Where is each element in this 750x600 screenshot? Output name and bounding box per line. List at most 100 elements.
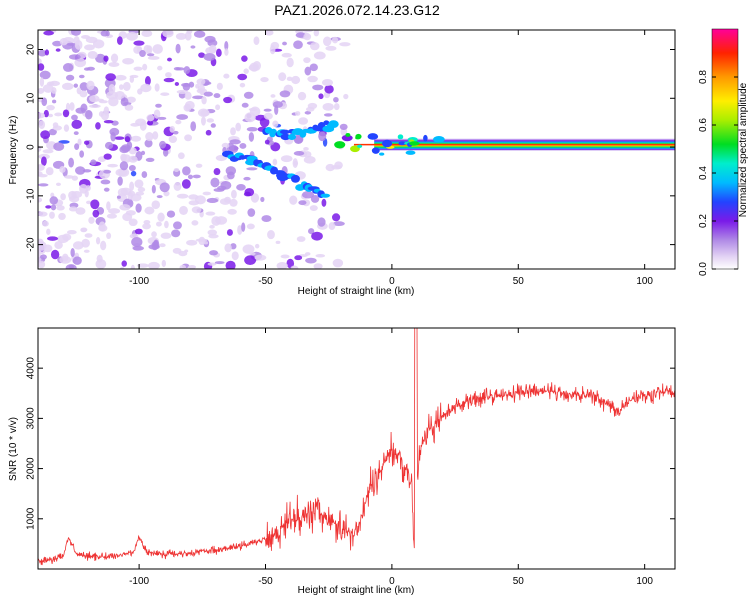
heat-blob	[208, 44, 217, 54]
heat-blob	[90, 199, 100, 210]
heat-blob	[203, 91, 213, 97]
heat-blob	[205, 211, 216, 216]
heat-blob	[39, 70, 51, 80]
heat-blob	[46, 104, 55, 111]
heat-blob	[126, 31, 138, 41]
heat-blob	[64, 175, 74, 179]
arc-blob	[291, 174, 300, 183]
heat-blob	[286, 76, 293, 82]
arc-blob	[323, 120, 330, 125]
arc-blob	[287, 133, 297, 141]
heat-blob	[100, 179, 111, 185]
spectrogram-x-axis-label: Height of straight line (km)	[298, 286, 415, 297]
heat-blob	[106, 213, 117, 219]
heat-blob	[241, 222, 246, 232]
heat-blob	[159, 182, 170, 193]
heat-blob	[267, 230, 275, 240]
spectrogram-x-ticks: -100 -50 0 50 100	[129, 30, 653, 287]
heat-blob	[166, 210, 176, 218]
heat-blob	[171, 229, 181, 238]
heat-blob	[210, 177, 220, 188]
heat-blob	[122, 57, 135, 65]
heat-blob	[147, 120, 154, 126]
heat-blob	[295, 32, 306, 38]
heat-blob	[237, 73, 248, 81]
heat-blob	[72, 241, 84, 250]
heat-blob	[200, 109, 210, 117]
heat-blob	[129, 75, 135, 83]
heat-blob	[86, 200, 92, 205]
spectrogram-xtick-label: 0	[389, 276, 395, 287]
heat-blob	[76, 87, 82, 95]
heat-blob	[305, 106, 315, 112]
heat-blob	[38, 49, 47, 57]
heat-blob	[282, 41, 287, 46]
heat-blob	[310, 194, 320, 203]
heat-blob	[309, 205, 318, 212]
heat-blob	[78, 74, 85, 79]
colorbar-tick-label: 0.6	[698, 118, 709, 132]
heat-blob	[173, 167, 180, 173]
heat-blob	[159, 140, 167, 149]
heat-blob	[186, 30, 193, 35]
heat-blob	[229, 139, 241, 145]
heat-blob	[324, 84, 334, 94]
heat-blob	[181, 82, 191, 87]
ridge-onset-blob	[379, 152, 385, 156]
arc-blob	[280, 129, 290, 135]
heat-blob	[192, 95, 205, 100]
heat-blob	[119, 161, 129, 171]
heat-blob	[114, 136, 125, 140]
heat-blob	[254, 254, 267, 261]
heat-blob	[246, 223, 255, 230]
colorbar-tick-label: 0.8	[698, 70, 709, 84]
heat-blob	[139, 121, 147, 131]
heat-blob	[331, 36, 339, 44]
arc-blob	[280, 133, 291, 141]
heat-blob	[298, 117, 309, 125]
ridge-onset-blob	[350, 145, 360, 153]
heat-blob	[298, 200, 307, 206]
heat-blob	[70, 30, 82, 36]
heat-blob	[85, 185, 91, 191]
heat-blob	[75, 166, 86, 175]
heat-blob	[50, 204, 57, 211]
heat-blob	[134, 179, 144, 189]
heat-blob	[38, 197, 43, 203]
heat-blob	[128, 218, 138, 227]
heat-blob	[183, 66, 191, 75]
heat-blob	[89, 104, 101, 108]
heat-blob	[114, 74, 127, 81]
heat-blob	[224, 41, 229, 51]
heat-blob	[333, 96, 339, 103]
heat-blob	[175, 67, 185, 71]
heat-blob	[40, 254, 47, 260]
heat-blob	[279, 90, 291, 98]
heat-blob	[206, 197, 219, 204]
heat-blob	[69, 102, 75, 111]
heat-blob	[107, 163, 118, 168]
heat-blob	[74, 39, 83, 50]
heat-blob	[303, 147, 309, 151]
heat-blob	[103, 187, 110, 192]
heat-blob	[41, 156, 47, 167]
heat-blob	[38, 164, 45, 171]
heat-blob	[318, 93, 324, 100]
heat-blob	[168, 135, 178, 143]
heat-blob	[280, 155, 293, 163]
heat-blob	[190, 45, 196, 49]
heat-blob	[159, 243, 166, 248]
snr-x-ticks: -100 -50 0 50 100	[129, 328, 653, 587]
heat-blob	[62, 63, 74, 72]
heat-blob	[207, 262, 217, 266]
heat-blob	[128, 155, 138, 163]
heat-blob	[162, 30, 174, 38]
heat-blob	[244, 112, 256, 123]
heat-blob	[120, 153, 127, 162]
heat-blob	[293, 40, 303, 49]
heat-blob	[229, 198, 238, 207]
heat-blob	[259, 117, 270, 128]
heat-blob	[169, 125, 176, 133]
heat-blob	[272, 120, 279, 128]
